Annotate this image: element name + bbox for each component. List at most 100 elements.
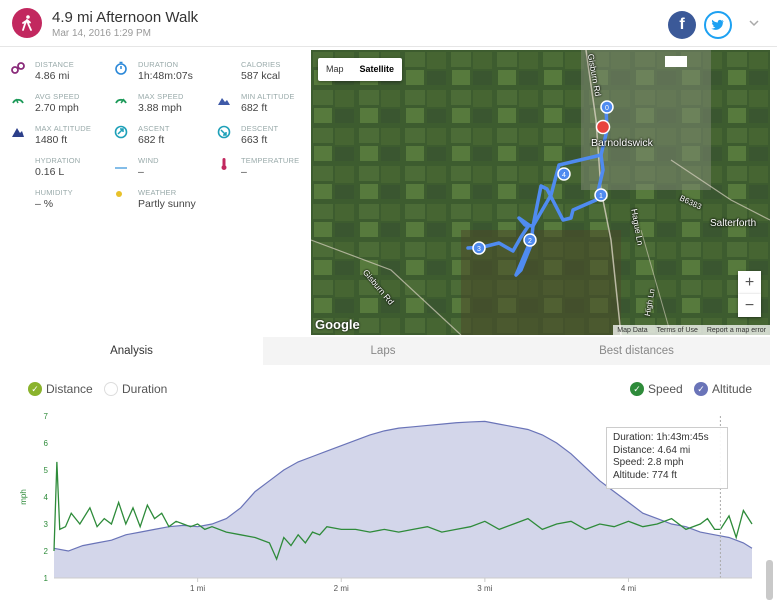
map-footer: Map Data Terms of Use Report a map error: [613, 325, 770, 335]
facebook-share-button[interactable]: f: [668, 11, 696, 39]
route-marker-3[interactable]: 3: [472, 241, 486, 255]
terms-of-use-link[interactable]: Terms of Use: [656, 326, 698, 334]
stat-value: 2.70 mph: [35, 102, 79, 114]
x-tick-label: 3 mi: [477, 584, 492, 593]
map-view-button[interactable]: Map: [326, 64, 344, 74]
stat-min-altitude: MIN ALTITUDE 682 ft: [206, 88, 306, 118]
water-drops-icon: [11, 157, 25, 171]
y-tick-label: 5: [44, 466, 49, 475]
stat-value: 3.88 mph: [138, 102, 182, 114]
stat-value: 0.16 L: [35, 166, 65, 178]
x-tick-label: 4 mi: [621, 584, 636, 593]
twitter-share-button[interactable]: [704, 11, 732, 39]
stat-value: – %: [35, 198, 54, 210]
activity-header: 4.9 mi Afternoon Walk Mar 14, 2016 1:29 …: [0, 0, 777, 47]
chevron-down-icon[interactable]: [749, 18, 759, 28]
wind-icon: [115, 167, 127, 169]
activity-date: Mar 14, 2016 1:29 PM: [52, 28, 151, 39]
x-axis-duration-option[interactable]: Duration: [104, 380, 167, 398]
humidity-drops-icon: [11, 189, 25, 203]
duration-option-label: Duration: [122, 382, 168, 396]
analysis-tabs: Analysis Laps Best distances: [0, 337, 770, 367]
flame-icon: [217, 61, 231, 75]
stat-label: TEMPERATURE: [241, 156, 300, 165]
route-map[interactable]: Barnoldswick Salterforth Gisburn Rd Gisb…: [311, 50, 770, 335]
x-axis-distance-option[interactable]: ✓ Distance: [28, 380, 93, 398]
stat-value: 663 ft: [241, 134, 268, 146]
stat-value: –: [241, 166, 247, 178]
stat-label: DESCENT: [241, 124, 279, 133]
stat-ascent: ASCENT 682 ft: [103, 120, 203, 150]
y-tick-label: 6: [44, 439, 49, 448]
stat-calories: CALORIES 587 kcal: [206, 56, 306, 86]
stopwatch-icon: [115, 61, 127, 75]
stat-label: DURATION: [138, 60, 179, 69]
stats-grid: DISTANCE 4.86 mi DURATION 1h:48m:07s CALORIE…: [0, 50, 310, 335]
speedometer-icon: [12, 98, 24, 104]
route-marker-label-2: 2: [528, 238, 532, 245]
satellite-view-button[interactable]: Satellite: [359, 64, 395, 74]
check-icon: ✓: [28, 382, 42, 396]
route-marker-label-1: 1: [599, 193, 603, 200]
legend-speed-toggle[interactable]: ✓ Speed: [630, 380, 683, 398]
tab-laps[interactable]: Laps: [263, 337, 503, 365]
x-tick-label: 1 mi: [190, 584, 205, 593]
finish-marker[interactable]: [595, 119, 611, 135]
page-scrollbar[interactable]: [766, 560, 773, 600]
y-axis-label: mph: [19, 489, 28, 505]
stat-label: WIND: [138, 156, 159, 165]
stat-wind: WIND –: [103, 152, 203, 182]
stat-value: 1480 ft: [35, 134, 68, 146]
tab-best-distances[interactable]: Best distances: [503, 337, 770, 365]
route-marker-1[interactable]: 1: [594, 188, 608, 202]
google-logo: Google: [315, 317, 360, 332]
stat-weather: WEATHER Partly sunny: [103, 184, 203, 214]
tooltip-altitude: Altitude: 774 ft: [613, 469, 677, 481]
stat-label: MAX ALTITUDE: [35, 124, 92, 133]
route-marker-4[interactable]: 4: [557, 167, 571, 181]
stat-label: AVG SPEED: [35, 92, 80, 101]
speed-line: [53, 461, 753, 561]
thermometer-icon: [221, 158, 227, 170]
satellite-imagery: [311, 50, 770, 335]
legend-speed-label: Speed: [648, 382, 683, 396]
legend-altitude-toggle[interactable]: ✓ Altitude: [694, 380, 752, 398]
tab-analysis[interactable]: Analysis: [0, 337, 263, 367]
stat-value: –: [138, 166, 144, 178]
route-marker-label-4: 4: [562, 172, 566, 179]
descent-icon: [217, 125, 231, 139]
stat-duration: DURATION 1h:48m:07s: [103, 56, 203, 86]
partly-sunny-icon: [116, 191, 122, 197]
y-tick-label: 1: [44, 574, 49, 583]
legend-altitude-label: Altitude: [712, 382, 753, 396]
map-data-link[interactable]: Map Data: [617, 326, 648, 334]
y-tick-label: 3: [44, 520, 49, 529]
y-tick-label: 2: [44, 547, 49, 556]
route-marker-2[interactable]: 2: [523, 233, 537, 247]
stat-label: DISTANCE: [35, 60, 74, 69]
activity-title: 4.9 mi Afternoon Walk: [52, 9, 199, 26]
tooltip-distance: Distance: 4.64 mi: [613, 444, 691, 456]
stat-max-altitude: MAX ALTITUDE 1480 ft: [0, 120, 100, 150]
stat-max-speed: MAX SPEED 3.88 mph: [103, 88, 203, 118]
report-map-error-link[interactable]: Report a map error: [706, 326, 766, 334]
stat-label: CALORIES: [241, 60, 281, 69]
altitude-line: [53, 420, 753, 552]
mountain-high-icon: [12, 128, 24, 137]
stat-label: WEATHER: [138, 188, 177, 197]
route-marker-0[interactable]: 0: [600, 100, 614, 114]
tooltip-speed: Speed: 2.8 mph: [613, 457, 684, 468]
tooltip-duration: Duration: 1h:43m:45s: [613, 432, 709, 443]
stat-hydration: HYDRATION 0.16 L: [0, 152, 100, 182]
stat-label: HUMIDITY: [35, 188, 73, 197]
zoom-controls: + −: [738, 271, 761, 317]
map-type-toggle[interactable]: Map Satellite: [318, 58, 403, 81]
map-label-salterforth: Salterforth: [710, 218, 757, 229]
zoom-in-button[interactable]: +: [738, 271, 761, 294]
zoom-out-button[interactable]: −: [738, 294, 761, 317]
distance-option-label: Distance: [46, 382, 93, 396]
distance-icon: [11, 62, 25, 74]
y-tick-label: 7: [44, 412, 49, 421]
y-tick-label: 4: [44, 493, 49, 502]
analysis-chart[interactable]: 1 2 3 4 5 6 7 mph 1 mi 2 mi 3 mi 4 mi: [16, 408, 758, 600]
